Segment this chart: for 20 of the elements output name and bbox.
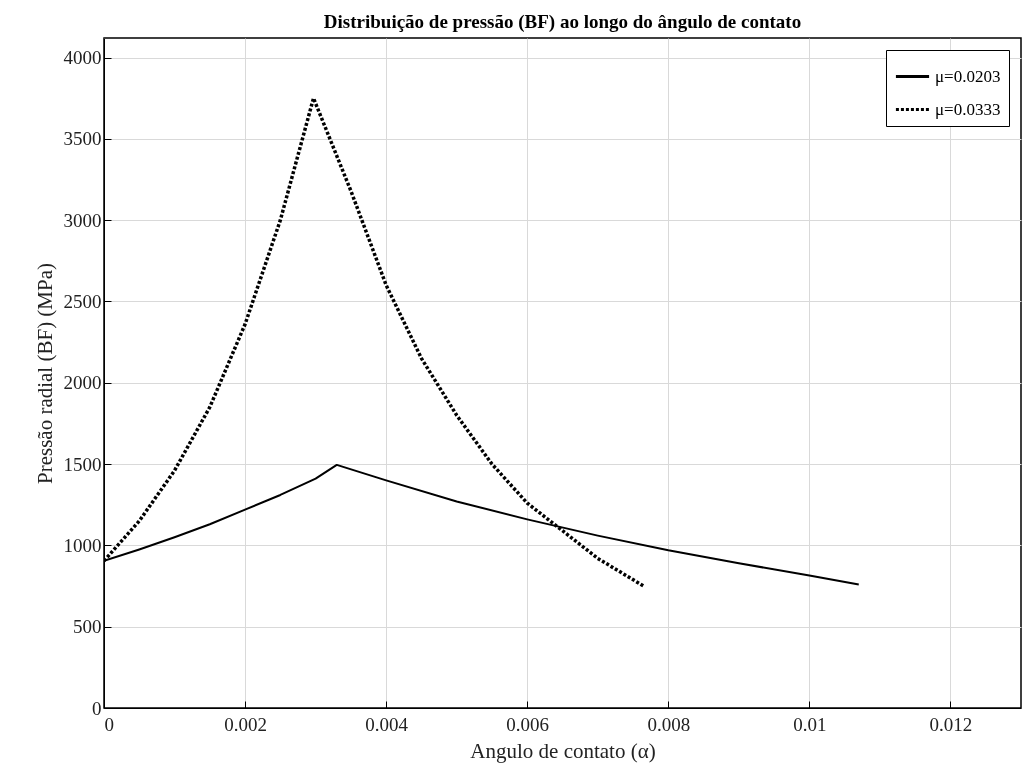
y-tick-label: 2000: [63, 372, 102, 394]
x-axis-title: Angulo de contato (α): [470, 738, 656, 763]
x-tick-label: 0.01: [793, 713, 827, 735]
x-tick-label: 0.006: [506, 713, 550, 735]
y-axis-title: Pressão radial (BF) (MPa): [32, 262, 57, 485]
y-tick-label: 1000: [63, 534, 102, 556]
x-tick-label: 0.002: [224, 713, 267, 735]
y-tick-label: 3500: [63, 128, 102, 150]
y-tick-label: 1500: [63, 453, 102, 475]
chart-title: Distribuição de pressão (BF) ao longo do ângulo de contato: [323, 11, 802, 33]
x-tick-label: 0.008: [647, 713, 691, 735]
y-tick-label: 2500: [63, 290, 102, 312]
y-tick-label: 0: [92, 697, 102, 719]
legend-label: μ=0.0333: [935, 99, 1001, 119]
y-tick-label: 500: [73, 616, 102, 638]
y-tick-label: 4000: [63, 47, 102, 69]
y-tick-label: 3000: [63, 209, 102, 231]
legend-label: μ=0.0203: [935, 66, 1001, 86]
x-tick-label: 0.012: [929, 713, 973, 735]
x-tick-label: 0.004: [365, 713, 409, 735]
